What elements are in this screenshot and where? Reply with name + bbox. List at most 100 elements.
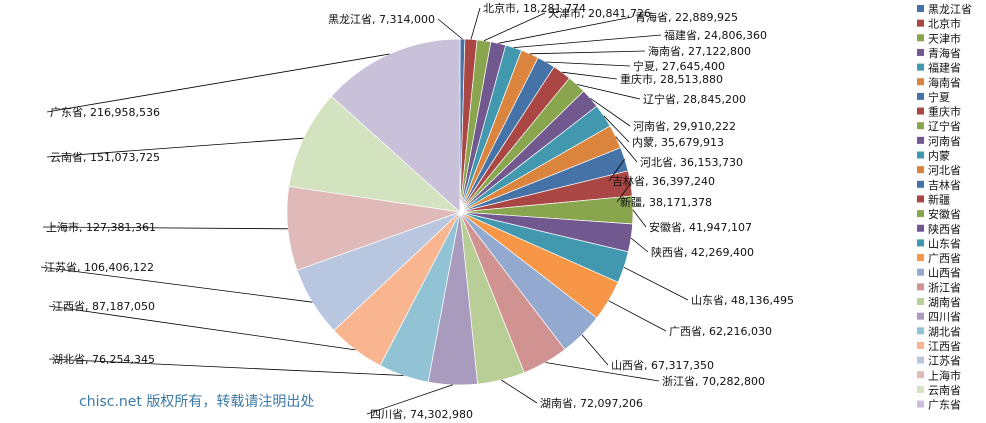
data-label: 陕西省, 42,269,400 [651,245,754,259]
leader-line [590,98,631,127]
leader-line [615,136,638,163]
legend-label: 新疆 [928,192,950,206]
legend-label: 内蒙 [928,149,950,163]
leader-line [40,266,313,303]
legend-label: 云南省 [928,384,961,397]
legend-swatch [917,19,924,27]
legend-label: 山西省 [928,267,961,280]
legend-swatch [917,78,924,86]
data-label: 吉林省, 36,397,240 [612,174,715,188]
leader-lines [40,7,689,415]
leader-line [483,12,546,42]
leader-line [46,53,390,113]
leader-line [608,300,667,332]
legend-swatch [917,136,924,144]
legend-swatch [917,48,924,56]
legend-swatch [917,356,924,364]
legend-label: 北京市 [928,17,961,31]
pie-slice [288,95,462,213]
legend-label: 江苏省 [928,355,961,368]
legend-swatch [917,210,924,218]
legend-swatch [917,312,924,320]
leader-line [608,158,626,182]
leader-line [529,50,646,55]
legend-label: 河北省 [928,164,961,177]
data-label: 浙江省, 70,282,800 [662,375,765,388]
legend: 黑龙江省北京市天津市青海省福建省海南省宁夏重庆市辽宁省河南省内蒙河北省吉林省新疆… [917,3,972,412]
data-label: 山东省, 48,136,495 [691,294,794,307]
data-label: 江西省, 87,187,050 [52,300,155,313]
data-label: 天津市, 20,841,726 [548,6,651,20]
legend-label: 浙江省 [928,281,961,294]
legend-label: 广西省 [928,252,961,265]
data-label: 四川省, 74,302,980 [370,408,473,421]
legend-label: 吉林省 [928,178,961,192]
leader-line [616,183,631,203]
data-label: 湖南省, 72,097,206 [540,397,643,410]
data-label: 青海省, 22,889,925 [635,10,738,24]
leader-line [366,384,453,415]
legend-swatch [917,122,924,130]
data-label: 海南省, 27,122,800 [648,44,751,58]
legend-swatch [917,92,924,100]
legend-swatch [917,166,924,174]
leader-line [513,34,662,48]
legend-label: 天津市 [928,31,961,45]
data-label: 广东省, 216,958,536 [50,106,160,119]
leader-line [501,379,538,404]
legend-swatch [917,341,924,349]
legend-label: 海南省 [928,75,961,89]
data-label: 内蒙, 35,679,913 [632,135,724,149]
legend-label: 上海市 [928,368,961,382]
legend-label: 湖北省 [928,325,961,338]
legend-swatch [917,298,924,305]
leader-line [470,7,481,40]
data-label: 山西省, 67,317,350 [611,359,714,372]
legend-swatch [917,5,924,12]
data-label: 辽宁省, 28,845,200 [643,92,746,106]
legend-swatch [917,283,924,291]
leader-line [630,237,649,253]
data-label: 湖北省, 76,254,345 [52,353,155,366]
watermark: chisc.net 版权所有，转载请注明出处 [79,394,315,410]
legend-swatch [917,195,924,203]
data-label: 江苏省, 106,406,122 [44,261,154,274]
legend-swatch [917,385,924,393]
legend-label: 广东省 [928,399,961,412]
leader-line [546,61,631,67]
leader-line [581,334,609,366]
leader-line [603,115,630,143]
leader-line [632,209,647,228]
legend-swatch [917,400,924,408]
legend-label: 安徽省 [928,207,961,221]
data-label: 河北省, 36,153,730 [640,156,743,169]
data-label: 北京市, 18,281,774 [483,1,586,15]
leader-line [561,71,618,80]
legend-label: 江西省 [928,340,961,353]
leader-line [576,84,641,100]
legend-swatch [917,180,924,188]
legend-label: 陕西省 [928,222,961,236]
legend-label: 青海省 [928,46,961,60]
data-label: 安徽省, 41,947,107 [649,220,752,234]
data-label: 云南省, 151,073,725 [50,151,160,164]
legend-swatch [917,224,924,232]
data-label: 黑龙江省, 7,314,000 [328,13,435,26]
legend-swatch [917,268,924,276]
legend-label: 河南省 [928,135,961,148]
legend-swatch [917,239,924,247]
data-label: 河南省, 29,910,222 [633,120,736,133]
leader-line [48,305,356,351]
leader-line [498,16,633,44]
data-label: 宁夏, 27,645,400 [633,59,725,73]
data-label: 新疆, 38,171,378 [620,195,712,209]
data-label: 福建省, 24,806,360 [664,28,767,42]
legend-swatch [917,63,924,71]
legend-swatch [917,327,924,335]
data-label: 广西省, 62,216,030 [669,325,772,338]
pie-slices [286,38,634,386]
leader-line [545,362,660,382]
legend-swatch [917,34,924,42]
